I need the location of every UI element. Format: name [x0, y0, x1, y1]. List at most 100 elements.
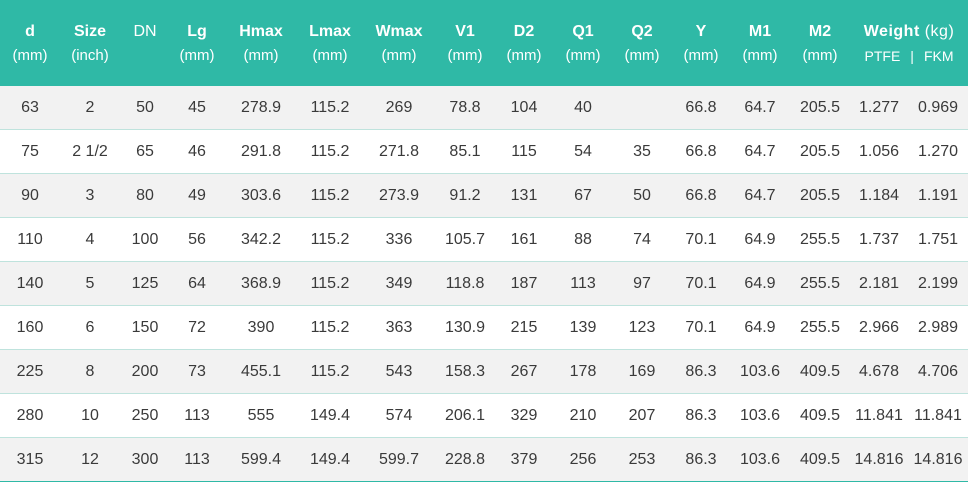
cell-weight-ptfe: 1.184: [850, 174, 908, 218]
cell-wmax: 349: [362, 262, 436, 306]
cell-d: 90: [0, 174, 60, 218]
cell-m1: 103.6: [730, 350, 790, 394]
cell-d2: 267: [494, 350, 554, 394]
table-row: 63 2 50 45 278.9 115.2 269 78.8 104 40 66.8 64.7 205…: [0, 86, 969, 130]
cell-weight-fkm: 2.989: [908, 306, 969, 350]
cell-weight-fkm: 2.199: [908, 262, 969, 306]
cell-size: 3: [60, 174, 120, 218]
cell-q2: 207: [612, 394, 672, 438]
header-dn: DN: [120, 0, 170, 86]
cell-m1: 64.9: [730, 262, 790, 306]
cell-v1: 105.7: [436, 218, 494, 262]
cell-m2: 205.5: [790, 130, 850, 174]
cell-dn: 250: [120, 394, 170, 438]
table-row: 225 8 200 73 455.1 115.2 543 158.3 267 178 169 86.3…: [0, 350, 969, 394]
cell-weight-ptfe: 2.966: [850, 306, 908, 350]
cell-v1: 206.1: [436, 394, 494, 438]
header-lmax: Lmax (mm): [298, 0, 362, 86]
cell-d2: 187: [494, 262, 554, 306]
cell-m1: 64.7: [730, 86, 790, 130]
header-label: d: [25, 23, 35, 40]
table-row: 160 6 150 72 390 115.2 363 130.9 215 139 123 70.1 64…: [0, 306, 969, 350]
cell-wmax: 543: [362, 350, 436, 394]
table-row: 140 5 125 64 368.9 115.2 349 118.8 187 113 97 70.1 6…: [0, 262, 969, 306]
cell-m2: 205.5: [790, 86, 850, 130]
cell-m1: 64.7: [730, 174, 790, 218]
cell-q1: 178: [554, 350, 612, 394]
cell-m2: 409.5: [790, 438, 850, 482]
cell-weight-ptfe: 1.737: [850, 218, 908, 262]
cell-q1: 210: [554, 394, 612, 438]
header-label: M2: [808, 23, 832, 40]
cell-d2: 329: [494, 394, 554, 438]
header-unit: (inch): [71, 47, 109, 64]
cell-y: 70.1: [672, 218, 730, 262]
header-unit: (mm): [447, 47, 483, 64]
cell-y: 86.3: [672, 350, 730, 394]
cell-y: 66.8: [672, 86, 730, 130]
header-unit: (mm): [802, 47, 838, 64]
cell-lg: 56: [170, 218, 224, 262]
header-unit: (mm): [243, 47, 279, 64]
cell-dn: 200: [120, 350, 170, 394]
header-label: Lmax: [309, 23, 351, 40]
header-label: D2: [513, 23, 535, 40]
header-unit: (mm): [565, 47, 601, 64]
header-m1: M1 (mm): [730, 0, 790, 86]
cell-wmax: 269: [362, 86, 436, 130]
cell-dn: 50: [120, 86, 170, 130]
weight-label: Weight: [863, 23, 920, 40]
cell-weight-fkm: 1.270: [908, 130, 969, 174]
cell-v1: 85.1: [436, 130, 494, 174]
cell-d2: 161: [494, 218, 554, 262]
header-label: Q2: [631, 23, 653, 40]
header-v1: V1 (mm): [436, 0, 494, 86]
header-y: Y (mm): [672, 0, 730, 86]
cell-lg: 72: [170, 306, 224, 350]
weight-subheaders: PTFE | FKM: [850, 45, 968, 67]
cell-y: 86.3: [672, 438, 730, 482]
header-unit: (mm): [683, 47, 719, 64]
cell-y: 70.1: [672, 306, 730, 350]
cell-size: 8: [60, 350, 120, 394]
cell-m1: 64.7: [730, 130, 790, 174]
cell-d: 75: [0, 130, 60, 174]
cell-q1: 139: [554, 306, 612, 350]
cell-y: 70.1: [672, 262, 730, 306]
cell-q1: 88: [554, 218, 612, 262]
cell-q2: 253: [612, 438, 672, 482]
weight-separator: |: [910, 48, 914, 64]
cell-lmax: 149.4: [298, 394, 362, 438]
cell-v1: 78.8: [436, 86, 494, 130]
cell-q2: 35: [612, 130, 672, 174]
cell-hmax: 342.2: [224, 218, 298, 262]
header-wmax: Wmax (mm): [362, 0, 436, 86]
header-label: DN: [133, 23, 157, 40]
cell-lg: 73: [170, 350, 224, 394]
table-body: 63 2 50 45 278.9 115.2 269 78.8 104 40 66.8 64.7 205…: [0, 86, 969, 482]
cell-q2: 50: [612, 174, 672, 218]
cell-q2: [612, 86, 672, 130]
cell-lmax: 115.2: [298, 174, 362, 218]
cell-size: 12: [60, 438, 120, 482]
header-unit: [120, 45, 170, 67]
cell-m1: 103.6: [730, 394, 790, 438]
cell-y: 66.8: [672, 174, 730, 218]
table-row: 110 4 100 56 342.2 115.2 336 105.7 161 88 74 70.1 64…: [0, 218, 969, 262]
table-row: 90 3 80 49 303.6 115.2 273.9 91.2 131 67 50 66.8 64.…: [0, 174, 969, 218]
cell-q2: 169: [612, 350, 672, 394]
cell-hmax: 599.4: [224, 438, 298, 482]
cell-m1: 103.6: [730, 438, 790, 482]
cell-wmax: 271.8: [362, 130, 436, 174]
cell-v1: 118.8: [436, 262, 494, 306]
cell-dn: 65: [120, 130, 170, 174]
cell-d: 160: [0, 306, 60, 350]
cell-wmax: 574: [362, 394, 436, 438]
cell-wmax: 363: [362, 306, 436, 350]
weight-unit: (kg): [924, 23, 955, 40]
header-label: M1: [748, 23, 772, 40]
cell-dn: 150: [120, 306, 170, 350]
cell-q1: 256: [554, 438, 612, 482]
